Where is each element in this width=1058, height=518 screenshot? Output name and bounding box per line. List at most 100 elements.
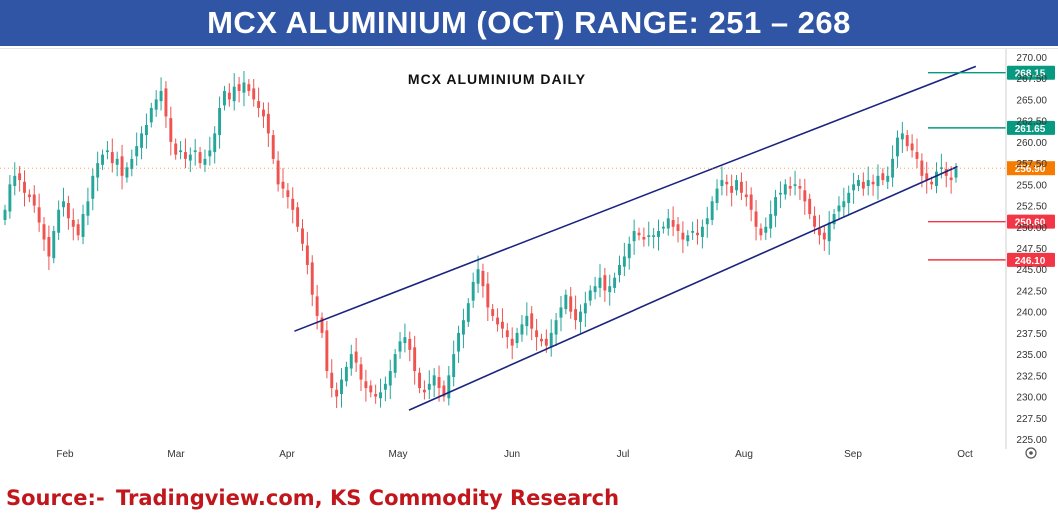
candle [891,145,895,187]
candle [935,162,938,194]
candle-body [3,209,7,220]
candle-body [71,219,75,227]
candle-body [813,215,817,227]
candle [154,90,158,117]
candle-body [866,180,870,187]
candle-body [520,324,524,335]
candle-body [739,181,743,193]
candle-body [652,235,656,237]
candle [271,130,275,164]
x-tick-label: Apr [279,449,295,460]
candle-body [8,184,12,212]
candle-body [817,228,821,236]
candle [730,174,734,207]
candle-body [618,264,621,276]
candle [588,285,592,306]
candle-body [23,181,26,193]
candle-body [179,150,183,153]
candle-body [252,88,256,100]
candle [491,304,495,322]
candle [637,227,641,241]
candle [296,202,300,232]
chart-settings-icon[interactable] [1025,447,1037,459]
chart-banner-title: MCX ALUMINIUM (OCT) RANGE: 251 – 268 [0,0,1058,46]
resistance-level-tag [1007,65,1055,80]
support-level-label: 250.60 [1015,218,1046,229]
candle [520,315,524,342]
candle [393,349,397,378]
candle-body [803,190,807,202]
candle [422,380,426,400]
x-tick-label: Mar [167,449,185,460]
resistance-level-label: 261.65 [1015,124,1046,135]
candle-body [296,207,300,227]
candle-body [271,135,275,159]
candle-body [549,332,553,348]
candle-body [340,379,343,395]
candle-body [144,124,148,136]
candle [359,357,363,392]
candle [910,134,914,158]
candle-body [305,245,309,265]
candle [876,164,880,200]
candle [827,211,831,255]
candle-body [564,294,568,310]
y-axis: 225.00 227.50 230.00 232.50 235.00 237.50 240.… [1005,49,1047,449]
candle-body [705,218,709,225]
candle-body [559,307,563,318]
chart-inner-title: MCX ALUMINIUM DAILY [408,71,586,87]
y-tick-label: 225.00 [1016,435,1047,446]
last-price-label: 256.90 [1015,164,1046,175]
y-tick-label: 270.00 [1016,53,1047,64]
candle [432,368,436,397]
candle [769,200,773,238]
candle [198,146,202,169]
channel-lines [294,65,977,411]
candle [705,206,709,238]
candle-body [730,186,734,193]
candle-body [471,281,475,301]
candle-body [505,330,509,338]
candle-body [379,392,382,399]
candle [925,161,929,194]
candle [622,242,626,277]
candle [754,200,758,241]
candle-body [515,332,519,344]
candle-body [27,194,31,198]
candlestick-chart: 268.15 261.65 250.60 246.10 256.90 225.00 227… [0,49,1055,460]
candle [301,219,304,251]
candle [949,166,953,194]
candle-body [622,256,626,267]
x-tick-label: Oct [957,449,973,460]
candle [574,295,578,330]
candle-body [183,152,187,159]
support-level: 246.10 [928,252,1055,267]
candle [18,166,22,192]
y-tick-label: 260.00 [1016,138,1047,149]
candle-body [847,192,851,204]
x-tick-label: Aug [735,449,753,460]
source-credit: Source:- Tradingview.com, KS Commodity R… [6,486,619,510]
candle-body [374,394,378,397]
candle [218,96,222,149]
candle [720,166,724,196]
candle [832,208,836,230]
candle [539,333,543,347]
candle [159,77,163,111]
candle-body [930,181,934,185]
candle [291,187,295,224]
candle-body [344,366,348,382]
resistance-level: 261.65 [928,120,1055,135]
candle [57,200,61,240]
candle-body [535,330,539,338]
candle-body [393,354,397,373]
candle-body [237,84,241,91]
candle-body [62,201,65,208]
y-tick-label: 240.00 [1016,308,1047,319]
candle [52,225,56,264]
candle-body [315,296,319,316]
candle-body [871,181,875,185]
candle [110,138,114,173]
candle [676,217,680,243]
candle-body [418,372,422,389]
